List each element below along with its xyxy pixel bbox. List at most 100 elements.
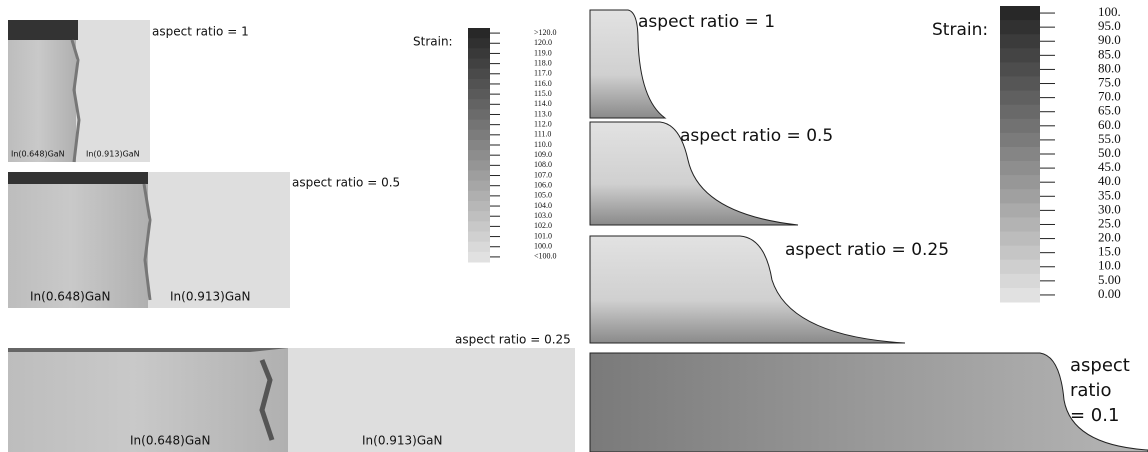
legend-title: Strain: <box>413 35 453 49</box>
legend-level: 0.00 <box>1098 286 1121 301</box>
legend-level: 104.0 <box>534 201 552 210</box>
legend-level: >120.0 <box>534 28 557 37</box>
legend-level: 100.0 <box>534 242 552 251</box>
colorbar-band <box>1000 119 1040 134</box>
colorbar-band <box>1000 48 1040 63</box>
legend-level: 109.0 <box>534 150 552 159</box>
left-panel-1 <box>8 20 150 162</box>
colorbar-band <box>468 231 490 242</box>
panel-label: aspect ratio = 1 <box>152 25 249 39</box>
legend-level: 30.0 <box>1098 201 1121 216</box>
legend-level: 101.0 <box>534 231 552 240</box>
colorbar-band <box>1000 105 1040 120</box>
legend-level: 25.0 <box>1098 215 1121 230</box>
legend-level: 103.0 <box>534 211 552 220</box>
material-label: In(0.648)GaN <box>130 434 211 448</box>
legend-level: 112.0 <box>534 119 552 128</box>
legend-level: 50.0 <box>1098 145 1121 160</box>
colorbar-band <box>468 99 490 110</box>
colorbar-band <box>468 150 490 161</box>
colorbar-band <box>1000 288 1040 303</box>
colorbar-band <box>1000 217 1040 232</box>
panel-label: aspect <box>1070 355 1130 376</box>
colorbar-band <box>1000 260 1040 275</box>
legend-level: 119.0 <box>534 48 552 57</box>
legend-level: 108.0 <box>534 160 552 169</box>
legend-level: 118.0 <box>534 58 552 67</box>
legend-level: 80.0 <box>1098 60 1121 75</box>
legend-level: 35.0 <box>1098 187 1121 202</box>
material-label: In(0.913)GaN <box>170 290 251 304</box>
legend-level: 55.0 <box>1098 131 1121 146</box>
colorbar-band <box>468 221 490 232</box>
colorbar-band <box>1000 147 1040 162</box>
left-panel-2 <box>8 172 290 308</box>
colorbar-band <box>468 28 490 39</box>
colorbar-band <box>1000 232 1040 247</box>
colorbar-band <box>468 201 490 212</box>
colorbar-band <box>1000 203 1040 218</box>
colorbar-band <box>468 252 490 263</box>
figure: aspect ratio = 1 In(0.648)GaN In(0.913)G… <box>0 0 1148 452</box>
colorbar-band <box>1000 274 1040 289</box>
colorbar-band <box>1000 189 1040 204</box>
legend-level: 75.0 <box>1098 75 1121 90</box>
legend-level: 107.0 <box>534 170 552 179</box>
colorbar-band <box>1000 175 1040 190</box>
colorbar-band <box>468 242 490 253</box>
right-panel-4 <box>590 353 1148 452</box>
panel-label: = 0.1 <box>1070 405 1119 426</box>
material-label: In(0.648)GaN <box>30 290 111 304</box>
legend-level: 120.0 <box>534 38 552 47</box>
colorbar-band <box>1000 246 1040 261</box>
legend-level: 65.0 <box>1098 103 1121 118</box>
legend-level: 102.0 <box>534 221 552 230</box>
legend-level: 45.0 <box>1098 159 1121 174</box>
colorbar-band <box>468 79 490 90</box>
colorbar-band <box>1000 62 1040 77</box>
legend-level: 85.0 <box>1098 46 1121 61</box>
colorbar-band <box>468 120 490 131</box>
colorbar-band <box>468 38 490 49</box>
panel-label: aspect ratio = 0.5 <box>680 126 833 146</box>
colorbar-band <box>468 181 490 192</box>
legend-level: 90.0 <box>1098 32 1121 47</box>
legend-level: <100.0 <box>534 252 557 261</box>
material-label: In(0.648)GaN <box>11 150 65 159</box>
legend-level: 113.0 <box>534 109 552 118</box>
material-label: In(0.913)GaN <box>362 434 443 448</box>
colorbar-band <box>468 140 490 151</box>
colorbar-band <box>468 59 490 70</box>
legend-level: 5.00 <box>1098 272 1121 287</box>
colorbar-band <box>1000 20 1040 35</box>
legend-level: 105.0 <box>534 191 552 200</box>
legend-level: 95.0 <box>1098 18 1121 33</box>
legend-level: 20.0 <box>1098 230 1121 245</box>
legend-level: 111.0 <box>534 130 551 139</box>
colorbar-band <box>1000 91 1040 106</box>
colorbar-band <box>468 109 490 120</box>
left-panel-3 <box>8 348 575 452</box>
colorbar-band <box>468 130 490 141</box>
panel-label: aspect ratio = 0.25 <box>785 240 949 260</box>
panel-label: ratio <box>1070 380 1112 401</box>
colorbar-band <box>1000 133 1040 148</box>
colorbar-band <box>1000 76 1040 91</box>
colorbar-band <box>468 191 490 202</box>
panel-label: aspect ratio = 0.25 <box>455 333 571 347</box>
colorbar-band <box>468 69 490 80</box>
legend-level: 116.0 <box>534 79 552 88</box>
legend-title: Strain: <box>932 20 988 40</box>
colorbar-band <box>1000 34 1040 49</box>
colorbar-band <box>468 89 490 100</box>
colorbar-band <box>1000 6 1040 21</box>
panel-label: aspect ratio = 1 <box>638 12 775 32</box>
colorbar-band <box>468 170 490 181</box>
colorbar-band <box>468 160 490 171</box>
legend-level: 115.0 <box>534 89 552 98</box>
legend-level: 114.0 <box>534 99 552 108</box>
legend-level: 110.0 <box>534 140 552 149</box>
legend-level: 15.0 <box>1098 244 1121 259</box>
colorbar-band <box>1000 161 1040 176</box>
legend-level: 70.0 <box>1098 89 1121 104</box>
